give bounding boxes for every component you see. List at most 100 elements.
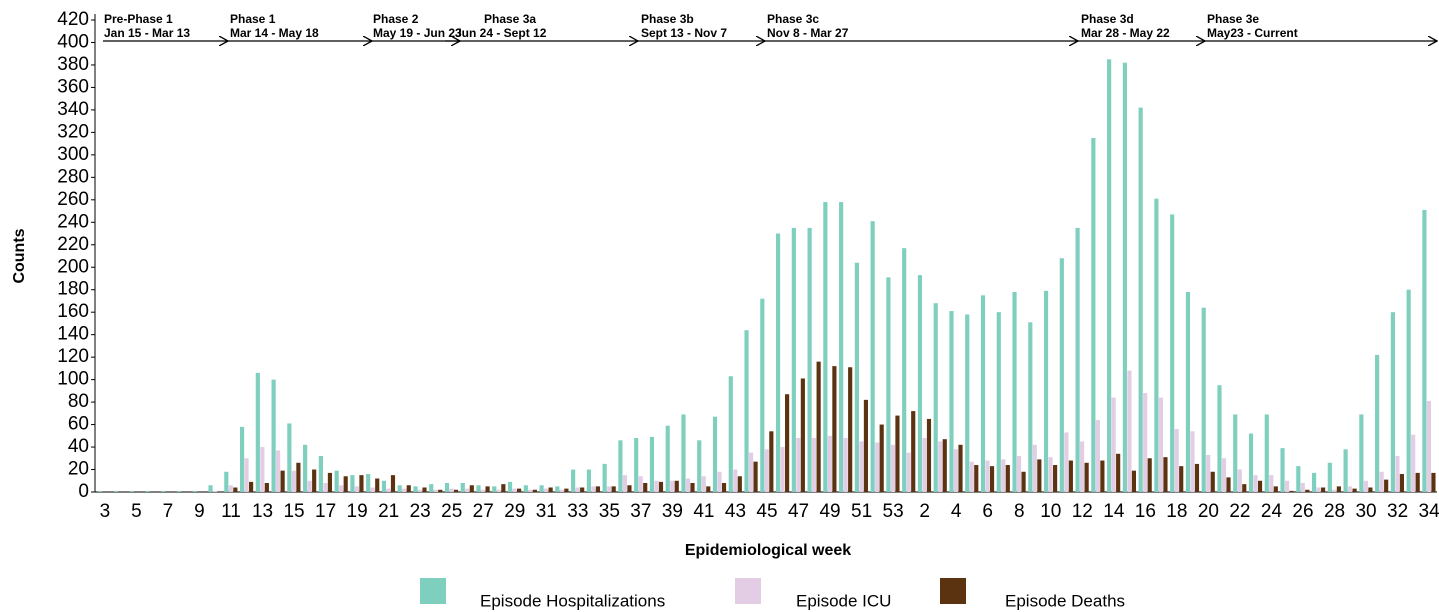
bar [192, 490, 197, 492]
bar [548, 487, 553, 492]
bar [1327, 462, 1332, 492]
bar [1210, 471, 1215, 492]
bar [469, 485, 474, 492]
bar [685, 478, 691, 492]
bar [863, 399, 869, 492]
bar [1122, 62, 1127, 492]
bar [1138, 107, 1143, 493]
x-tick-label: 2 [919, 501, 930, 522]
y-tick-label: 100 [57, 369, 89, 390]
bar [507, 481, 513, 492]
bar [176, 490, 182, 492]
bar [839, 202, 844, 493]
bar [638, 476, 643, 492]
x-tick-label: 37 [630, 501, 651, 522]
phase-dates: May 19 - Jun 23 [373, 26, 462, 40]
bar [312, 469, 317, 492]
x-tick-label: 7 [163, 501, 174, 522]
bar [1352, 488, 1357, 492]
bar [760, 298, 765, 492]
bar [1143, 393, 1148, 492]
bar [812, 438, 817, 492]
bar [453, 489, 459, 492]
bar [591, 486, 596, 492]
bar [733, 469, 738, 492]
bar [1206, 454, 1211, 492]
bar [753, 461, 758, 492]
bar [1059, 258, 1064, 492]
bar [996, 312, 1001, 492]
legend-label: Episode ICU [796, 591, 891, 610]
bar [701, 476, 706, 492]
bar [532, 489, 537, 492]
bar [634, 438, 639, 492]
bar [1248, 433, 1254, 492]
bar [417, 489, 423, 492]
bar [807, 227, 812, 492]
bar [1242, 484, 1247, 492]
bar [1411, 434, 1416, 492]
bar [989, 466, 995, 492]
x-tick-label: 15 [283, 501, 304, 522]
x-tick-label: 16 [1135, 501, 1156, 522]
bar [1336, 486, 1341, 492]
bar [1269, 475, 1274, 492]
bar [949, 311, 954, 492]
bar [460, 483, 465, 492]
phase-label: Phase 3e [1207, 12, 1259, 26]
x-tick-label: 33 [567, 501, 588, 522]
bar [1316, 487, 1321, 492]
bar [886, 277, 891, 492]
bar [926, 418, 932, 492]
phase-label: Phase 1 [230, 12, 276, 26]
phase-label: Phase 3b [641, 12, 694, 26]
bar [1300, 483, 1305, 492]
x-tick-label: 27 [473, 501, 494, 522]
x-tick-label: 24 [1261, 501, 1283, 522]
bar [1127, 370, 1132, 492]
bar [980, 295, 986, 492]
bar [485, 486, 490, 492]
phase-label: Phase 2 [373, 12, 419, 26]
legend-label: Episode Deaths [1005, 591, 1125, 610]
bar [528, 489, 533, 492]
bar [397, 485, 402, 492]
x-tick-label: 34 [1419, 501, 1439, 522]
legend-swatch [735, 578, 761, 604]
bar [359, 475, 364, 492]
bar [413, 486, 418, 492]
bar [933, 303, 938, 492]
bar [1154, 198, 1159, 492]
bar [1174, 429, 1179, 492]
bar [1221, 458, 1227, 492]
x-tick-label: 31 [536, 501, 557, 522]
bar [712, 416, 718, 492]
bar [1363, 480, 1368, 492]
bar [1217, 385, 1222, 492]
x-tick-label: 30 [1355, 501, 1376, 522]
bar [674, 480, 679, 492]
bar [917, 275, 923, 492]
y-tick-label: 80 [68, 391, 89, 412]
bar [343, 476, 348, 492]
bar [602, 463, 607, 492]
bar [1395, 456, 1400, 492]
bar [264, 483, 269, 492]
bar [334, 470, 339, 492]
bar [785, 394, 790, 492]
phase-dates: May23 - Current [1207, 26, 1298, 40]
bar [350, 475, 355, 492]
bar [375, 478, 380, 492]
bar [1053, 465, 1058, 492]
y-tick-label: 420 [57, 9, 89, 30]
bar [906, 452, 911, 492]
bar [449, 488, 454, 492]
bar [1201, 307, 1206, 492]
bar [1131, 470, 1137, 492]
bar [1037, 459, 1042, 492]
bar [1257, 480, 1263, 492]
bar [595, 486, 601, 492]
bar [1426, 400, 1432, 492]
bar [1111, 397, 1116, 492]
